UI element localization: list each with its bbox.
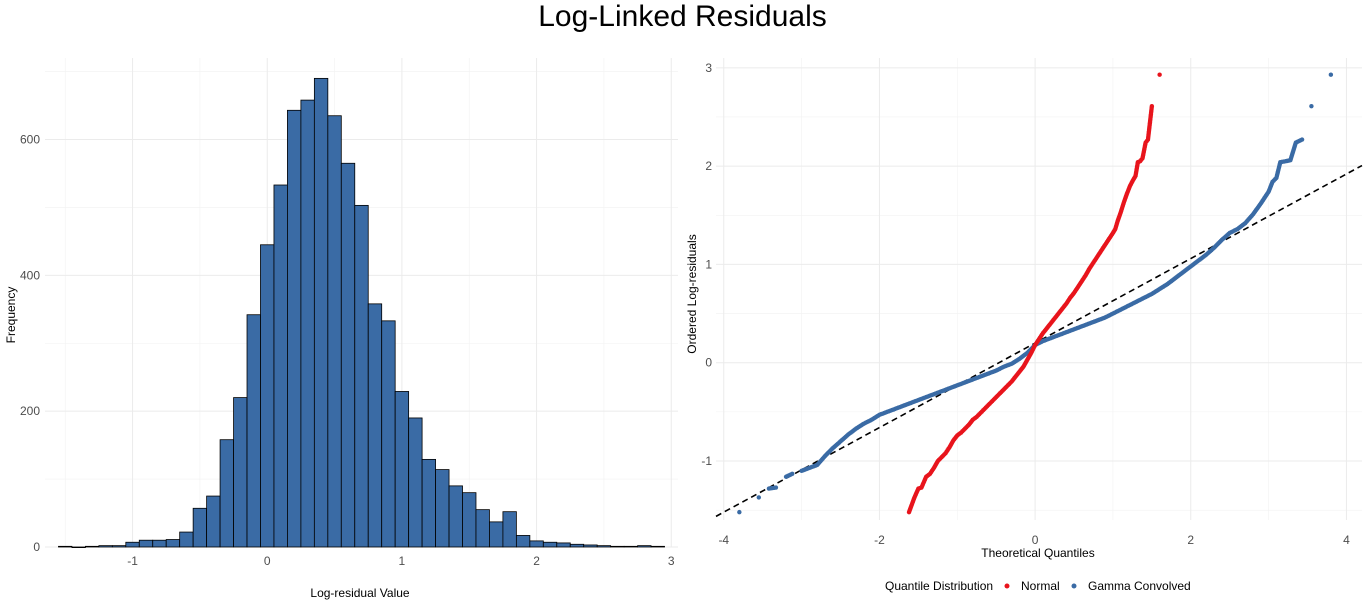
- qq-y-tick-label: 0: [705, 356, 712, 370]
- histogram-bar: [219, 439, 234, 548]
- histogram-bar: [340, 162, 356, 548]
- page-title: Log-Linked Residuals: [538, 0, 827, 33]
- legend-swatch-normal: [1004, 583, 1010, 589]
- qq-point-gamma-convolved: [773, 485, 779, 490]
- legend-label-normal: Normal: [1021, 579, 1060, 593]
- qq-y-tick-label: 3: [705, 61, 712, 75]
- histogram-bar: [596, 545, 612, 548]
- qq-x-tick-label: -4: [718, 533, 729, 547]
- qq-point-normal: [1157, 72, 1162, 77]
- histogram-bar: [246, 314, 261, 548]
- histogram-bar: [435, 469, 450, 548]
- histogram-bar: [475, 509, 490, 548]
- histogram-bars: [58, 77, 665, 549]
- histogram-x-ticks: -1 0 1 2 3: [127, 554, 675, 568]
- qq-plot-panel: -4 -2 0 2 4 -1 0 1 2 3 Theoretical Quantiles Ord…: [685, 58, 1363, 593]
- legend-title: Quantile Distribution: [885, 579, 993, 593]
- histogram-bar: [623, 545, 638, 548]
- qq-point-gamma-convolved: [790, 471, 795, 476]
- histogram-bar: [287, 109, 302, 548]
- qq-x-axis-label: Theoretical Quantiles: [981, 546, 1094, 560]
- histogram-y-tick-label: 200: [20, 404, 40, 418]
- histogram-bar: [381, 320, 396, 548]
- qq-y-ticks: -1 0 1 2 3: [701, 61, 712, 468]
- qq-legend: Quantile Distribution Normal Gamma Convo…: [885, 579, 1191, 593]
- qq-x-tick-label: -2: [874, 533, 885, 547]
- histogram-bar: [556, 542, 571, 548]
- histogram-bar: [637, 545, 652, 548]
- histogram-y-tick-label: 400: [20, 268, 40, 282]
- histogram-bar: [327, 115, 342, 548]
- histogram-bar: [408, 417, 423, 548]
- histogram-bar: [394, 391, 410, 548]
- histogram-bar: [206, 495, 221, 548]
- legend-swatch-gamma: [1071, 583, 1077, 589]
- histogram-x-tick-label: 1: [399, 554, 406, 568]
- histogram-bar: [529, 540, 544, 548]
- histogram-bar: [273, 184, 288, 548]
- histogram-y-ticks: 0 200 400 600: [20, 133, 40, 555]
- qq-y-axis-label: Ordered Log-residuals: [685, 234, 699, 353]
- qq-x-tick-label: 0: [1032, 533, 1039, 547]
- qq-point-gamma-convolved: [1309, 103, 1314, 109]
- histogram-x-tick-label: 0: [264, 554, 271, 568]
- qq-x-ticks: -4 -2 0 2 4: [718, 533, 1350, 547]
- histogram-bar: [125, 541, 140, 548]
- histogram-bar: [569, 543, 585, 548]
- histogram-bar: [367, 303, 383, 548]
- histogram-x-tick-label: -1: [127, 554, 138, 568]
- histogram-bar: [462, 492, 477, 548]
- histogram-bar: [192, 507, 208, 548]
- qq-x-tick-label: 4: [1343, 533, 1350, 547]
- qq-point-gamma-convolved: [737, 509, 742, 515]
- histogram-bar: [165, 539, 181, 548]
- histogram-bar: [354, 204, 369, 548]
- histogram-bar: [489, 521, 504, 548]
- histogram-bar: [71, 546, 86, 549]
- histogram-panel: -1 0 1 2 3 0 200 400 600 Log-residual Value Fre…: [4, 58, 678, 600]
- histogram-bar: [313, 77, 329, 548]
- histogram-bar: [515, 535, 531, 548]
- qq-point-gamma-convolved: [1299, 137, 1305, 142]
- histogram-bar: [152, 539, 167, 548]
- histogram-bar: [542, 541, 558, 548]
- histogram-bar: [58, 545, 73, 548]
- histogram-bar: [300, 99, 315, 548]
- qq-x-tick-label: 2: [1187, 533, 1194, 547]
- qq-gridlines: [716, 58, 1362, 520]
- legend-label-gamma-convolved: Gamma Convolved: [1088, 579, 1191, 593]
- qq-point-gamma-convolved: [756, 495, 762, 500]
- histogram-bar: [421, 458, 436, 548]
- histogram-bar: [85, 545, 100, 548]
- qq-point-gamma-convolved: [1328, 72, 1334, 77]
- histogram-bar: [98, 545, 113, 548]
- histogram-bar: [260, 244, 275, 548]
- qq-point-normal: [1149, 103, 1155, 109]
- histogram-y-axis-label: Frequency: [4, 287, 18, 344]
- histogram-x-tick-label: 3: [668, 554, 675, 568]
- histogram-bar: [610, 545, 625, 548]
- histogram-y-tick-label: 600: [20, 133, 40, 147]
- histogram-bar: [111, 545, 127, 548]
- qq-y-tick-label: -1: [701, 454, 712, 468]
- histogram-x-tick-label: 2: [533, 554, 540, 568]
- qq-y-tick-label: 1: [705, 257, 712, 271]
- histogram-bar: [502, 511, 517, 548]
- histogram-x-axis-label: Log-residual Value: [310, 586, 410, 600]
- histogram-bar: [138, 539, 154, 548]
- qq-y-tick-label: 2: [705, 159, 712, 173]
- histogram-y-tick-label: 0: [33, 540, 40, 554]
- qq-points: [737, 72, 1334, 515]
- histogram-bar: [583, 544, 598, 548]
- histogram-bar: [179, 531, 194, 548]
- histogram-bar: [448, 485, 463, 548]
- histogram-bar: [650, 545, 665, 548]
- histogram-bar: [233, 397, 248, 548]
